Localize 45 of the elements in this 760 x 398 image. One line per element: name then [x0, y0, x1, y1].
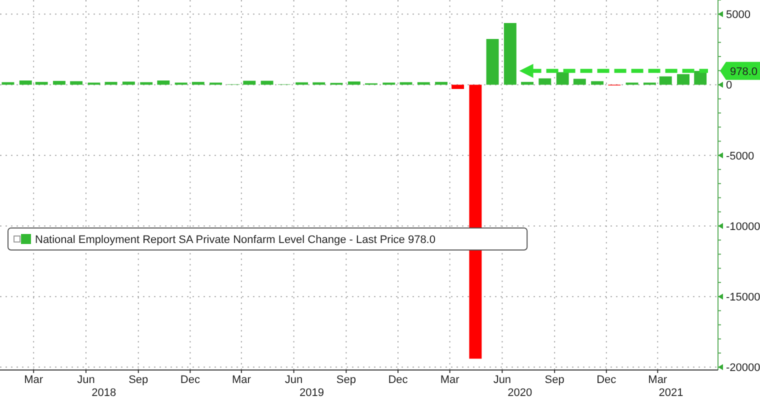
bar [157, 80, 170, 85]
bar [400, 82, 412, 85]
bar [2, 82, 14, 85]
bar [677, 74, 690, 85]
bar [486, 38, 499, 85]
x-tick-label: Jun [77, 374, 95, 386]
x-tick-label: Jun [284, 374, 303, 386]
bar [19, 80, 32, 85]
bar [52, 80, 66, 85]
legend-label: National Employment Report SA Private Nonfarm Level Change - Last Price 978.0 [35, 234, 436, 246]
x-tick-label: Mar [232, 374, 252, 386]
bar [348, 81, 360, 85]
y-tick-label: 5000 [726, 9, 750, 22]
bar [556, 72, 569, 85]
x-tick-label: Mar [24, 374, 44, 386]
text: 2021 [658, 387, 684, 398]
x-tick-label: Dec [180, 374, 200, 386]
y-tick-label: 0 [726, 80, 732, 92]
text: 2018 [92, 387, 116, 398]
text: 2019 [300, 387, 324, 398]
y-tick-label: -10000 [726, 220, 760, 233]
bar [573, 78, 586, 85]
x-tick-label: Dec [596, 374, 617, 386]
x-tick-label: Sep [544, 374, 564, 386]
bar [140, 82, 153, 85]
bar [452, 84, 464, 89]
bar [417, 82, 430, 85]
x-tick-label: Sep [336, 374, 356, 386]
bar [659, 76, 672, 85]
x-tick-label: Dec [388, 374, 408, 386]
bar [70, 81, 83, 85]
y-tick-label: -20000 [726, 362, 760, 374]
bar [504, 23, 516, 85]
bar [122, 82, 135, 85]
bar [469, 84, 482, 359]
bar [538, 78, 552, 85]
y-tick-label: -5000 [726, 150, 754, 162]
text: 2020 [508, 387, 532, 398]
x-tick-label: Jun [493, 374, 512, 386]
bar [591, 81, 604, 85]
ref-line-label: 978.0 [730, 66, 758, 78]
x-tick-label: Sep [128, 374, 148, 386]
x-tick-label: Mar [648, 374, 668, 386]
y-tick-label: -15000 [726, 292, 760, 304]
x-tick-label: Mar [440, 374, 460, 386]
